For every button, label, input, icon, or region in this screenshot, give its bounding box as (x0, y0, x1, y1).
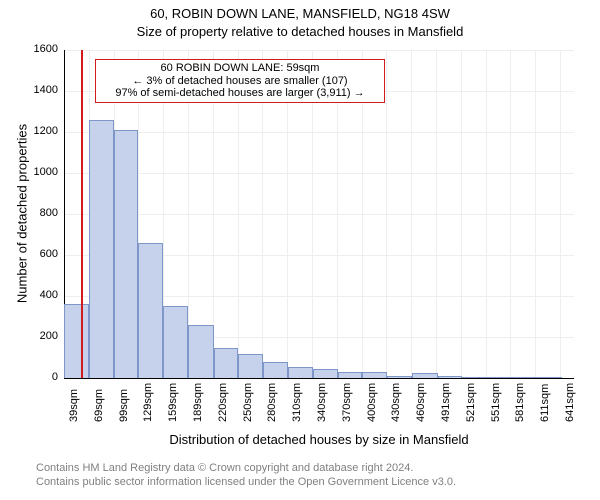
x-tick-label: 220sqm (217, 383, 229, 422)
chart-title-top: 60, ROBIN DOWN LANE, MANSFIELD, NG18 4SW (0, 6, 600, 21)
histogram-bar (214, 348, 239, 378)
x-tick-label: 641sqm (564, 383, 576, 422)
footer-attribution: Contains HM Land Registry data © Crown c… (36, 462, 456, 490)
y-tick-label: 400 (40, 289, 58, 301)
y-axis-title: Number of detached properties (15, 114, 30, 314)
y-tick-label: 1000 (34, 166, 58, 178)
histogram-bar (387, 376, 412, 378)
histogram-bar (64, 304, 89, 378)
histogram-bar (313, 369, 338, 378)
histogram-bar (537, 377, 562, 378)
x-tick-label: 400sqm (366, 383, 378, 422)
reference-line (81, 50, 83, 378)
histogram-bar (89, 120, 114, 378)
y-tick-label: 1200 (34, 125, 58, 137)
footer-line: Contains public sector information licen… (36, 476, 456, 490)
histogram-bar (288, 367, 313, 378)
histogram-bar (338, 372, 363, 378)
x-tick-label: 159sqm (167, 383, 179, 422)
annotation-line: 60 ROBIN DOWN LANE: 59sqm (100, 62, 380, 75)
y-tick-label: 800 (40, 207, 58, 219)
histogram-bar (163, 306, 188, 378)
x-tick-label: 99sqm (118, 389, 130, 422)
histogram-bar (263, 362, 288, 378)
annotation-box: 60 ROBIN DOWN LANE: 59sqm← 3% of detache… (95, 59, 385, 103)
y-tick-label: 200 (40, 330, 58, 342)
x-tick-label: 69sqm (93, 389, 105, 422)
x-tick-label: 521sqm (465, 383, 477, 422)
histogram-bar (462, 377, 487, 378)
x-tick-label: 430sqm (390, 383, 402, 422)
histogram-bar (412, 373, 438, 378)
histogram-bar (114, 130, 139, 378)
x-tick-label: 460sqm (415, 383, 427, 422)
x-tick-label: 310sqm (291, 383, 303, 422)
x-axis-title: Distribution of detached houses by size … (64, 432, 574, 447)
y-tick-label: 1600 (34, 43, 58, 55)
x-tick-label: 129sqm (142, 383, 154, 422)
x-tick-label: 551sqm (490, 383, 502, 422)
histogram-bar (512, 377, 537, 378)
histogram-bar (188, 325, 214, 378)
histogram-bar (138, 243, 163, 378)
histogram-bar (487, 377, 512, 378)
y-tick-label: 1400 (34, 84, 58, 96)
footer-line: Contains HM Land Registry data © Crown c… (36, 462, 456, 476)
x-tick-label: 250sqm (242, 383, 254, 422)
x-tick-label: 491sqm (440, 383, 452, 422)
x-tick-label: 340sqm (316, 383, 328, 422)
y-tick-label: 600 (40, 248, 58, 260)
x-tick-label: 611sqm (539, 384, 551, 422)
x-tick-label: 189sqm (192, 383, 204, 422)
histogram-bar (362, 372, 387, 378)
x-tick-label: 280sqm (266, 383, 278, 422)
chart-container: { "chart": { "type": "histogram", "title… (0, 0, 600, 500)
x-tick-label: 581sqm (514, 383, 526, 422)
y-tick-label: 0 (52, 371, 58, 383)
x-tick-label: 39sqm (68, 389, 80, 422)
chart-title-sub: Size of property relative to detached ho… (0, 24, 600, 39)
annotation-line: 97% of semi-detached houses are larger (… (100, 87, 380, 100)
x-tick-label: 370sqm (341, 383, 353, 422)
histogram-bar (438, 376, 463, 378)
annotation-line: ← 3% of detached houses are smaller (107… (100, 75, 380, 88)
histogram-bar (238, 354, 263, 378)
